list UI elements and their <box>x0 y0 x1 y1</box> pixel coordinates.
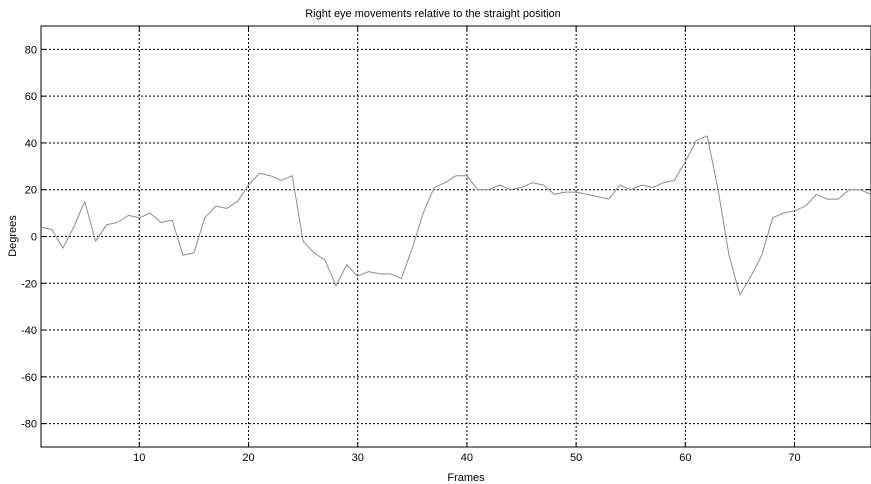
y-tick-label: 40 <box>25 138 37 150</box>
axis-ticks <box>41 26 871 447</box>
y-tick-label: 60 <box>25 91 37 103</box>
y-tick-label: 80 <box>25 44 37 56</box>
y-tick-label: -40 <box>21 325 37 337</box>
y-tick-labels: -80 -60 -40 -20 0 20 40 60 80 <box>21 44 37 430</box>
series-layer <box>40 135 871 296</box>
x-tick-label: 70 <box>788 452 800 464</box>
x-tick-label: 20 <box>242 452 254 464</box>
y-tick-label: 0 <box>31 232 37 244</box>
x-tick-label: 10 <box>133 452 145 464</box>
x-axis-label: Frames <box>447 472 485 484</box>
x-tick-label: 40 <box>461 452 473 464</box>
y-tick-label: -20 <box>21 278 37 290</box>
chart-title: Right eye movements relative to the stra… <box>305 8 561 20</box>
y-axis-label: Degrees <box>7 215 19 257</box>
y-tick-label: -60 <box>21 372 37 384</box>
y-tick-label: 20 <box>25 185 37 197</box>
grid-lines <box>41 26 871 447</box>
x-tick-labels: 10 20 30 40 50 60 70 <box>133 452 801 464</box>
x-tick-label: 30 <box>352 452 364 464</box>
x-tick-label: 60 <box>679 452 691 464</box>
series-line <box>40 135 871 296</box>
y-tick-label: -80 <box>21 419 37 431</box>
x-tick-label: 50 <box>570 452 582 464</box>
